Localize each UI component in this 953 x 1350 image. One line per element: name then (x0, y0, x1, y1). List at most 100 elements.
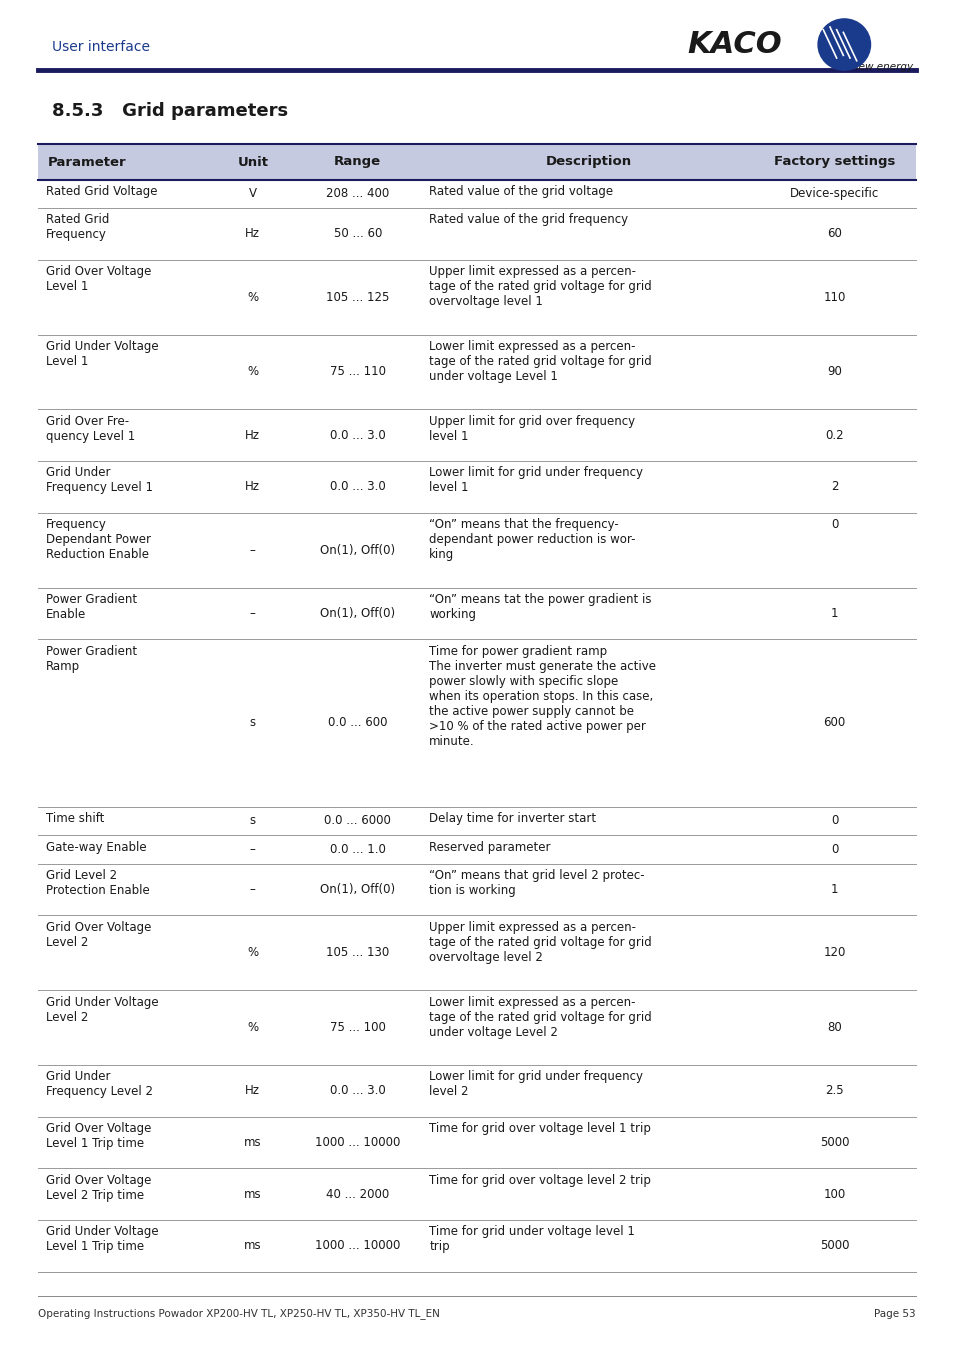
Text: Grid Under Voltage
Level 2: Grid Under Voltage Level 2 (46, 995, 158, 1023)
Text: Parameter: Parameter (48, 155, 126, 169)
Text: “On” means tat the power gradient is
working: “On” means tat the power gradient is wor… (429, 593, 651, 621)
Text: 0.0 ... 3.0: 0.0 ... 3.0 (330, 1084, 385, 1098)
Text: Grid Over Voltage
Level 2 Trip time: Grid Over Voltage Level 2 Trip time (46, 1173, 151, 1202)
Text: On(1), Off(0): On(1), Off(0) (320, 883, 395, 896)
Text: 0.0 ... 1.0: 0.0 ... 1.0 (330, 842, 385, 856)
Text: 0: 0 (830, 518, 838, 531)
Text: s: s (250, 814, 255, 828)
Text: Grid Under Voltage
Level 1 Trip time: Grid Under Voltage Level 1 Trip time (46, 1226, 158, 1253)
Text: 1: 1 (830, 608, 838, 620)
Text: Time for grid over voltage level 1 trip: Time for grid over voltage level 1 trip (429, 1122, 651, 1135)
Text: Time for grid over voltage level 2 trip: Time for grid over voltage level 2 trip (429, 1173, 651, 1187)
Text: 1000 ... 10000: 1000 ... 10000 (314, 1137, 400, 1149)
Text: 80: 80 (826, 1021, 841, 1034)
Text: Upper limit expressed as a percen-
tage of the rated grid voltage for grid
overv: Upper limit expressed as a percen- tage … (429, 921, 651, 964)
Text: Unit: Unit (237, 155, 268, 169)
Text: –: – (250, 544, 255, 556)
Text: new energy.: new energy. (851, 62, 915, 72)
Text: Grid Under
Frequency Level 1: Grid Under Frequency Level 1 (46, 467, 152, 494)
Text: Hz: Hz (245, 1084, 260, 1098)
Text: Gate-way Enable: Gate-way Enable (46, 841, 146, 853)
Text: Lower limit for grid under frequency
level 1: Lower limit for grid under frequency lev… (429, 467, 642, 494)
Text: 1000 ... 10000: 1000 ... 10000 (314, 1239, 400, 1253)
Text: Upper limit for grid over frequency
level 1: Upper limit for grid over frequency leve… (429, 414, 635, 443)
Text: Grid Level 2
Protection Enable: Grid Level 2 Protection Enable (46, 869, 150, 898)
Text: Grid Over Voltage
Level 1: Grid Over Voltage Level 1 (46, 265, 151, 293)
Text: Time for power gradient ramp
The inverter must generate the active
power slowly : Time for power gradient ramp The inverte… (429, 644, 656, 748)
Text: Delay time for inverter start: Delay time for inverter start (429, 813, 596, 825)
Text: %: % (247, 290, 258, 304)
Text: Rated value of the grid frequency: Rated value of the grid frequency (429, 213, 628, 227)
Text: 2.5: 2.5 (824, 1084, 843, 1098)
Text: 75 ... 100: 75 ... 100 (330, 1021, 385, 1034)
Text: Rated value of the grid voltage: Rated value of the grid voltage (429, 185, 613, 198)
Text: “On” means that the frequency-
dependant power reduction is wor-
king: “On” means that the frequency- dependant… (429, 518, 635, 562)
Text: 600: 600 (822, 717, 845, 729)
Text: s: s (250, 717, 255, 729)
Text: –: – (250, 842, 255, 856)
Text: ms: ms (244, 1137, 261, 1149)
Bar (38, 144, 915, 180)
Text: Time for grid under voltage level 1
trip: Time for grid under voltage level 1 trip (429, 1226, 635, 1253)
Text: 75 ... 110: 75 ... 110 (330, 366, 385, 378)
Ellipse shape (817, 19, 869, 70)
Text: 60: 60 (826, 227, 841, 240)
Text: Description: Description (545, 155, 632, 169)
Text: 105 ... 130: 105 ... 130 (326, 946, 389, 960)
Text: “On” means that grid level 2 protec-
tion is working: “On” means that grid level 2 protec- tio… (429, 869, 644, 898)
Text: On(1), Off(0): On(1), Off(0) (320, 608, 395, 620)
Text: –: – (250, 608, 255, 620)
Text: Power Gradient
Enable: Power Gradient Enable (46, 593, 137, 621)
Text: 8.5.3   Grid parameters: 8.5.3 Grid parameters (52, 101, 289, 120)
Text: V: V (249, 188, 256, 200)
Text: 120: 120 (822, 946, 845, 960)
Text: 2: 2 (830, 481, 838, 493)
Text: On(1), Off(0): On(1), Off(0) (320, 544, 395, 556)
Text: 0.2: 0.2 (824, 429, 843, 441)
Text: Grid Over Voltage
Level 1 Trip time: Grid Over Voltage Level 1 Trip time (46, 1122, 151, 1150)
Text: Hz: Hz (245, 481, 260, 493)
Text: Reserved parameter: Reserved parameter (429, 841, 550, 853)
Text: 105 ... 125: 105 ... 125 (326, 290, 389, 304)
Text: 5000: 5000 (820, 1239, 848, 1253)
Text: Lower limit expressed as a percen-
tage of the rated grid voltage for grid
under: Lower limit expressed as a percen- tage … (429, 340, 651, 383)
Text: 1: 1 (830, 883, 838, 896)
Text: 100: 100 (822, 1188, 845, 1200)
Text: User interface: User interface (52, 40, 151, 54)
Text: 110: 110 (822, 290, 845, 304)
Text: Range: Range (334, 155, 381, 169)
Text: Hz: Hz (245, 429, 260, 441)
Text: Grid Over Voltage
Level 2: Grid Over Voltage Level 2 (46, 921, 151, 949)
Text: –: – (250, 883, 255, 896)
Text: Grid Under Voltage
Level 1: Grid Under Voltage Level 1 (46, 340, 158, 369)
Text: 208 ... 400: 208 ... 400 (326, 188, 389, 200)
Text: 0.0 ... 3.0: 0.0 ... 3.0 (330, 481, 385, 493)
Text: 0.0 ... 6000: 0.0 ... 6000 (324, 814, 391, 828)
Text: Lower limit for grid under frequency
level 2: Lower limit for grid under frequency lev… (429, 1071, 642, 1099)
Text: 40 ... 2000: 40 ... 2000 (326, 1188, 389, 1200)
Text: 90: 90 (826, 366, 841, 378)
Text: Upper limit expressed as a percen-
tage of the rated grid voltage for grid
overv: Upper limit expressed as a percen- tage … (429, 265, 651, 308)
Text: Hz: Hz (245, 227, 260, 240)
Text: %: % (247, 366, 258, 378)
Text: 0.0 ... 3.0: 0.0 ... 3.0 (330, 429, 385, 441)
Text: Time shift: Time shift (46, 813, 104, 825)
Text: KACO: KACO (686, 30, 781, 59)
Text: Grid Over Fre-
quency Level 1: Grid Over Fre- quency Level 1 (46, 414, 135, 443)
Text: Rated Grid
Frequency: Rated Grid Frequency (46, 213, 109, 242)
Text: 0: 0 (830, 814, 838, 828)
Text: %: % (247, 946, 258, 960)
Text: Grid Under
Frequency Level 2: Grid Under Frequency Level 2 (46, 1071, 152, 1099)
Text: Lower limit expressed as a percen-
tage of the rated grid voltage for grid
under: Lower limit expressed as a percen- tage … (429, 995, 651, 1038)
Text: ms: ms (244, 1239, 261, 1253)
Text: 0: 0 (830, 842, 838, 856)
Text: %: % (247, 1021, 258, 1034)
Text: 50 ... 60: 50 ... 60 (334, 227, 381, 240)
Text: Operating Instructions Powador XP200-HV TL, XP250-HV TL, XP350-HV TL_EN: Operating Instructions Powador XP200-HV … (38, 1308, 439, 1319)
Text: 5000: 5000 (820, 1137, 848, 1149)
Text: Rated Grid Voltage: Rated Grid Voltage (46, 185, 157, 198)
Text: Page 53: Page 53 (873, 1308, 915, 1319)
Text: Power Gradient
Ramp: Power Gradient Ramp (46, 644, 137, 672)
Text: Factory settings: Factory settings (773, 155, 895, 169)
Text: Frequency
Dependant Power
Reduction Enable: Frequency Dependant Power Reduction Enab… (46, 518, 151, 562)
